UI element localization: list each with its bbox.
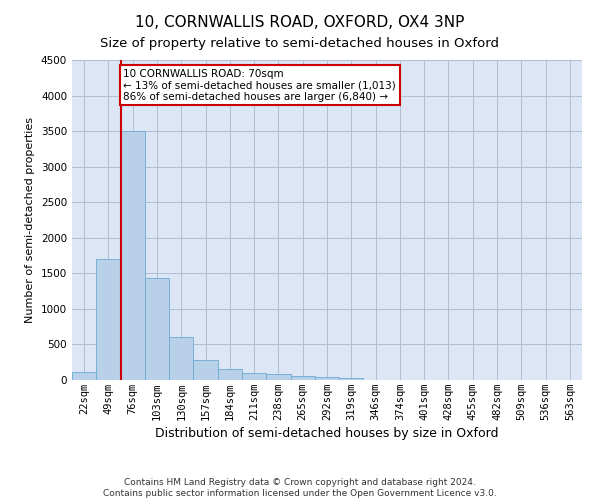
Bar [121, 131, 145, 380]
Bar [218, 370, 242, 380]
Bar [242, 373, 266, 380]
Bar [169, 336, 193, 380]
Bar [339, 378, 364, 380]
Bar [72, 372, 96, 380]
Text: Size of property relative to semi-detached houses in Oxford: Size of property relative to semi-detach… [101, 38, 499, 51]
Bar [266, 374, 290, 380]
Text: 10, CORNWALLIS ROAD, OXFORD, OX4 3NP: 10, CORNWALLIS ROAD, OXFORD, OX4 3NP [136, 15, 464, 30]
Y-axis label: Number of semi-detached properties: Number of semi-detached properties [25, 117, 35, 323]
Text: 10 CORNWALLIS ROAD: 70sqm
← 13% of semi-detached houses are smaller (1,013)
86% : 10 CORNWALLIS ROAD: 70sqm ← 13% of semi-… [124, 68, 396, 102]
Bar [193, 360, 218, 380]
Text: Contains HM Land Registry data © Crown copyright and database right 2024.
Contai: Contains HM Land Registry data © Crown c… [103, 478, 497, 498]
Bar [145, 278, 169, 380]
X-axis label: Distribution of semi-detached houses by size in Oxford: Distribution of semi-detached houses by … [155, 427, 499, 440]
Bar [315, 377, 339, 380]
Bar [96, 259, 121, 380]
Bar [290, 376, 315, 380]
